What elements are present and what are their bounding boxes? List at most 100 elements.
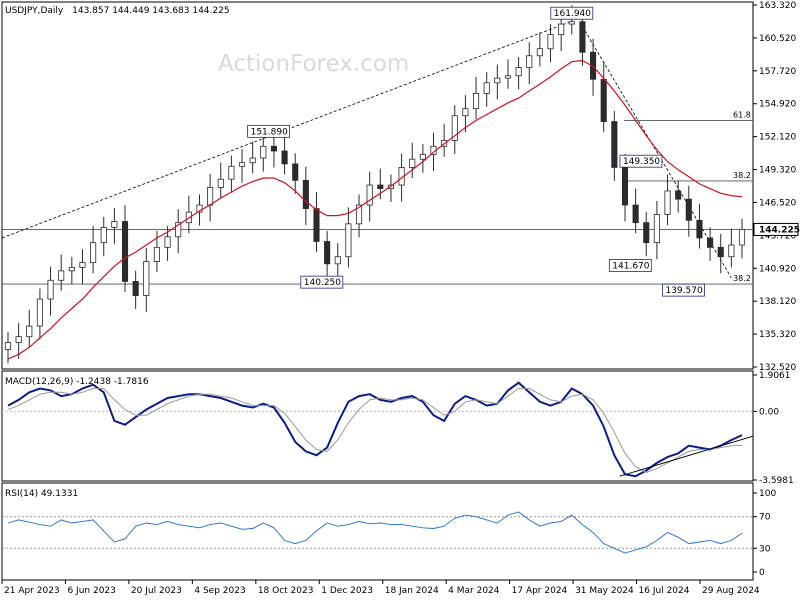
price-annotation-box bbox=[662, 283, 705, 297]
trendline-dashed bbox=[582, 26, 732, 279]
candle-body bbox=[483, 82, 490, 94]
candle-body bbox=[132, 281, 139, 296]
candle-body bbox=[345, 223, 352, 258]
candle-body bbox=[313, 208, 320, 242]
price-annotation-label: 139.570 bbox=[665, 286, 702, 296]
candle-body bbox=[696, 219, 703, 239]
rsi-axis: 100 70 30 0 bbox=[753, 489, 776, 578]
trendline-dashed bbox=[1, 20, 572, 239]
symbol-label: USDJPY,Daily bbox=[5, 6, 64, 16]
date-tick-label: 17 Apr 2024 bbox=[512, 586, 568, 596]
candle-body bbox=[547, 34, 554, 50]
ohlc-label: 143.857 144.449 143.683 144.225 bbox=[72, 6, 229, 16]
date-tick-label: 6 Jun 2023 bbox=[67, 586, 115, 596]
candle-body bbox=[47, 279, 54, 300]
price-annotation-box bbox=[247, 124, 291, 138]
date-tick-label: 4 Mar 2024 bbox=[448, 586, 500, 596]
candle-body bbox=[579, 21, 586, 53]
candle-body bbox=[207, 187, 214, 206]
candle-body bbox=[260, 145, 267, 159]
price-tick-label: 138.120 bbox=[759, 297, 796, 307]
price-annotation-label: 141.670 bbox=[612, 261, 649, 271]
rsi-tick-label: 70 bbox=[759, 513, 771, 523]
candle-body bbox=[90, 242, 97, 264]
watermark: ActionForex.com bbox=[218, 51, 409, 77]
candle-body bbox=[153, 246, 160, 262]
macd-trendline bbox=[619, 435, 754, 477]
candle-body bbox=[462, 108, 469, 117]
macd-title: MACD(12,26,9) -1.2438 -1.7816 bbox=[5, 377, 149, 387]
date-tick-label: 20 Jul 2023 bbox=[131, 586, 182, 596]
candle-body bbox=[111, 221, 118, 228]
rsi-panel-frame bbox=[1, 482, 754, 581]
rsi-tick-label: 30 bbox=[759, 544, 771, 554]
date-tick-label: 4 Sep 2023 bbox=[194, 586, 245, 596]
candle-body bbox=[228, 165, 235, 180]
macd-axis: 1.9061 0.00 -3.5981 bbox=[753, 371, 794, 486]
price-tick-label: 160.520 bbox=[759, 34, 796, 44]
price-tick-label: 146.520 bbox=[759, 198, 796, 208]
candle-body bbox=[611, 121, 618, 168]
candle-body bbox=[377, 184, 384, 189]
candle-body bbox=[164, 236, 171, 248]
macd-tick-label: 0.00 bbox=[759, 407, 779, 417]
price-annotation-label: 161.940 bbox=[554, 9, 591, 19]
candle-body bbox=[515, 67, 522, 77]
date-tick-label: 18 Oct 2023 bbox=[258, 586, 314, 596]
price-tick-label: 132.520 bbox=[759, 363, 796, 373]
date-tick-label: 29 Aug 2024 bbox=[702, 586, 760, 596]
rsi-tick-label: 100 bbox=[759, 489, 776, 499]
candle-body bbox=[100, 226, 107, 244]
date-axis: 21 Apr 2023 6 Jun 2023 20 Jul 2023 4 Sep 20… bbox=[1, 580, 760, 596]
candle-body bbox=[717, 246, 724, 258]
candle-body bbox=[79, 262, 86, 268]
candle-body bbox=[536, 48, 543, 57]
candle-body bbox=[600, 78, 607, 122]
price-annotation-box bbox=[300, 275, 344, 289]
candle-body bbox=[249, 157, 256, 164]
price-tick-label: 163.320 bbox=[759, 1, 796, 11]
macd-tick-label: 1.9061 bbox=[759, 371, 791, 381]
price-tick-label: 149.320 bbox=[759, 166, 796, 176]
candle-body bbox=[621, 167, 629, 206]
candle-body bbox=[653, 214, 660, 244]
rsi-title: RSI(14) 49.1331 bbox=[5, 489, 78, 499]
current-price-box bbox=[753, 222, 799, 236]
candle-body bbox=[494, 77, 501, 84]
candle-body bbox=[238, 162, 246, 167]
price-annotation-box bbox=[550, 6, 594, 20]
price-tick-label: 157.720 bbox=[759, 67, 796, 77]
candle-body bbox=[472, 92, 480, 110]
macd-panel bbox=[2, 381, 754, 478]
macd-signal-line bbox=[7, 388, 743, 473]
candle-body bbox=[292, 163, 299, 181]
macd-tick-label: -3.5981 bbox=[759, 476, 794, 486]
date-tick-label: 16 Jul 2024 bbox=[639, 586, 690, 596]
price-tick-label: 152.120 bbox=[759, 133, 796, 143]
candle-body bbox=[728, 244, 735, 258]
candle-body bbox=[4, 342, 12, 351]
candle-body bbox=[409, 158, 416, 168]
candle-body bbox=[451, 115, 458, 141]
candle-body bbox=[643, 222, 650, 244]
candle-body bbox=[26, 325, 33, 338]
price-annotation-box bbox=[619, 154, 663, 168]
main-panel-frame bbox=[1, 1, 754, 370]
price-tick-label: 135.320 bbox=[759, 330, 796, 340]
candle-body bbox=[15, 336, 22, 343]
date-tick-label: 21 Apr 2023 bbox=[4, 586, 60, 596]
price-annotation-box bbox=[608, 259, 652, 272]
candle-body bbox=[281, 150, 288, 165]
candle-body bbox=[175, 222, 182, 238]
candle-body bbox=[664, 190, 671, 215]
date-tick-label: 18 Jan 2024 bbox=[385, 586, 439, 596]
fib-level-label: 61.8 bbox=[733, 110, 751, 119]
price-panel: 61.8 38.2 38.2 151.890 140.250 161.940 149.350… bbox=[1, 5, 753, 364]
candle-body bbox=[419, 154, 426, 160]
candle-body bbox=[302, 179, 309, 209]
candle-body bbox=[217, 178, 224, 188]
candle-body bbox=[504, 75, 512, 79]
fib-level-label: 38.2 bbox=[733, 274, 751, 283]
price-tick-label: 143.720 bbox=[759, 231, 796, 241]
